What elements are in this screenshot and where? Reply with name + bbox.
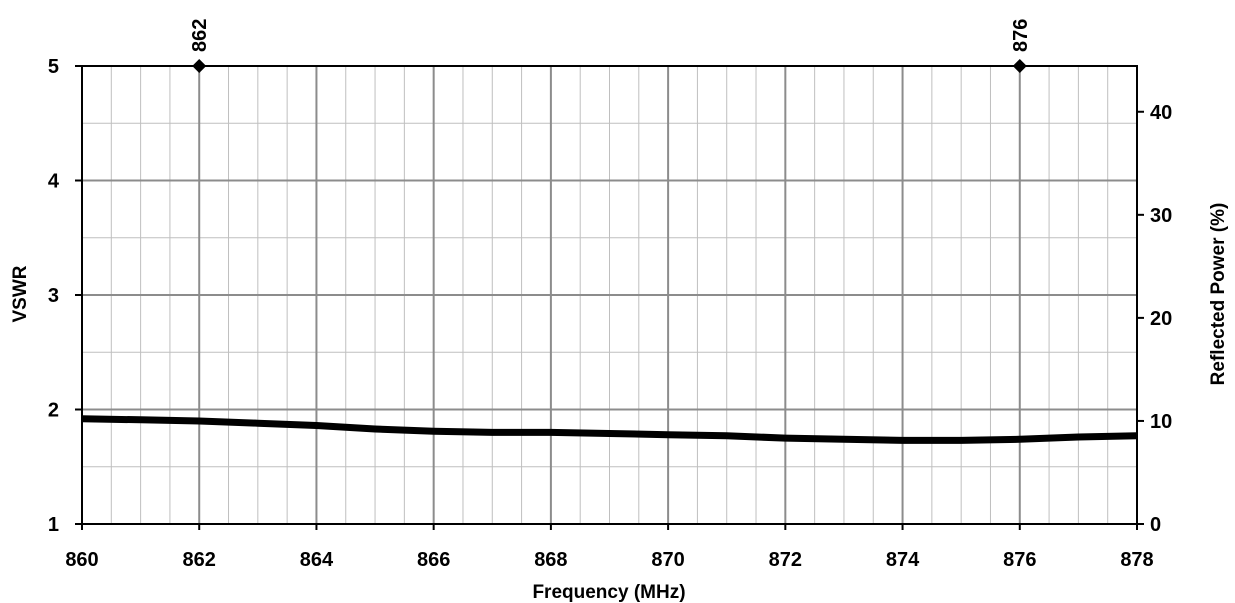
y2-tick-label: 30 [1150, 205, 1172, 227]
x-tick-labels: 860 862 864 866 868 870 872 874 876 878 [65, 549, 1153, 571]
y-tick-label: 5 [48, 56, 59, 78]
x-tick-label: 870 [651, 549, 684, 571]
frequency-markers: 862 876 [189, 19, 1032, 73]
x-tick-label: 876 [1003, 549, 1036, 571]
marker-diamond [1012, 59, 1027, 73]
y-tick-label: 2 [48, 400, 59, 422]
y-tick-label: 1 [48, 514, 59, 536]
y-tick-labels: 1 2 3 4 5 [48, 56, 60, 536]
x-tick-label: 872 [769, 549, 802, 571]
y2-tick-label: 10 [1150, 411, 1172, 433]
major-gridlines [82, 66, 1137, 524]
x-tick-label: 868 [534, 549, 567, 571]
y-tick-label: 3 [48, 285, 59, 307]
x-tick-label: 862 [183, 549, 216, 571]
x-tick-label: 866 [417, 549, 450, 571]
y2-tick-label: 20 [1150, 308, 1172, 330]
y2-tick-label: 0 [1150, 514, 1161, 536]
y2-tick-label: 40 [1150, 102, 1172, 124]
marker-label: 876 [1010, 19, 1032, 52]
x-tick-label: 878 [1120, 549, 1153, 571]
axis-tick-marks [75, 65, 1144, 530]
x-tick-label: 860 [65, 549, 98, 571]
y-tick-label: 4 [48, 171, 60, 193]
x-tick-label: 874 [886, 549, 920, 571]
x-axis-title: Frequency (MHz) [532, 582, 685, 603]
vswr-line [81, 415, 1138, 444]
series-group [81, 415, 1138, 444]
marker-label: 862 [189, 19, 211, 52]
y2-tick-labels: 0 10 20 30 40 [1150, 102, 1172, 536]
y2-axis-title: Reflected Power (%) [1208, 203, 1229, 386]
marker-diamond [192, 59, 207, 73]
x-tick-label: 864 [300, 549, 334, 571]
y-axis-title: VSWR [10, 265, 31, 322]
